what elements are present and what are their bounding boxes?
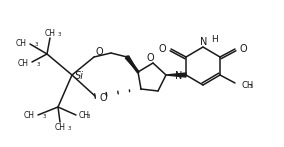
Text: CH: CH — [24, 112, 35, 121]
Text: N: N — [175, 71, 182, 81]
Text: CH: CH — [241, 81, 253, 90]
Text: O: O — [158, 44, 166, 54]
Text: 3: 3 — [87, 115, 91, 120]
Text: 3: 3 — [43, 115, 47, 120]
Text: 3: 3 — [37, 61, 41, 66]
Text: N: N — [200, 37, 208, 47]
Text: 3: 3 — [68, 126, 72, 131]
Text: 3: 3 — [35, 42, 39, 47]
Text: O: O — [240, 44, 248, 54]
Text: CH: CH — [45, 30, 55, 39]
Text: 3: 3 — [249, 85, 253, 90]
Text: Si: Si — [75, 71, 84, 81]
Text: O: O — [99, 93, 106, 103]
Polygon shape — [126, 56, 138, 72]
Text: O: O — [96, 47, 104, 57]
Text: 3: 3 — [58, 32, 62, 37]
Polygon shape — [166, 73, 186, 77]
Text: CH: CH — [55, 122, 66, 132]
Text: O: O — [146, 53, 154, 63]
Text: CH: CH — [18, 59, 29, 67]
Text: CH: CH — [79, 112, 90, 121]
Text: H: H — [211, 35, 218, 44]
Text: CH: CH — [16, 39, 27, 47]
